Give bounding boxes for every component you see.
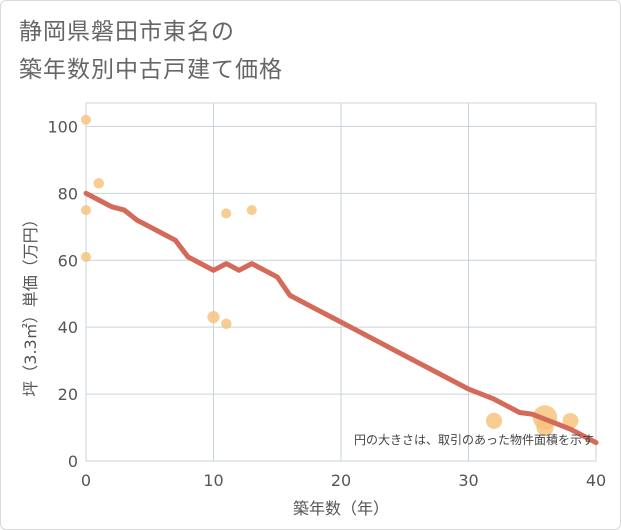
- bubble-point: [221, 318, 232, 330]
- y-tick-label: 20: [58, 385, 78, 404]
- x-tick-label: 0: [81, 471, 91, 490]
- x-tick-label: 20: [331, 471, 351, 490]
- grid-lines: [85, 103, 597, 462]
- chart-title-line-1: 静岡県磐田市東名の: [19, 19, 235, 45]
- x-tick-label: 40: [586, 471, 606, 490]
- bubble-point: [81, 114, 91, 125]
- y-tick-label: 80: [58, 184, 78, 203]
- x-tick-label: 30: [458, 471, 478, 490]
- bubble-point: [81, 251, 91, 262]
- trend-series: [83, 190, 599, 446]
- trend-line: [83, 190, 599, 446]
- y-tick-label: 0: [68, 452, 78, 471]
- y-tick-label: 100: [47, 117, 78, 136]
- y-tick-label: 60: [58, 251, 78, 270]
- bubble-point: [485, 412, 503, 429]
- bubble-point: [207, 311, 220, 324]
- x-axis-label: 築年数（年）: [293, 499, 389, 518]
- x-tick-label: 10: [203, 471, 223, 490]
- y-axis-label: 坪（3.3㎡）単価（万円）: [21, 211, 40, 396]
- bubble-point: [562, 412, 579, 429]
- size-note: 円の大きさは、取引のあった物件面積を示す: [354, 432, 594, 447]
- bubble-point: [221, 208, 232, 219]
- bubble-point: [246, 205, 257, 216]
- bubble-point: [81, 205, 91, 216]
- chart-title-line-2: 築年数別中古戸建て価格: [19, 57, 283, 83]
- axis-ticks: 0 20 40 60 80 100 0 10 20 30 40: [47, 117, 606, 490]
- chart-title: 静岡県磐田市東名の 築年数別中古戸建て価格: [19, 13, 283, 89]
- y-tick-label: 40: [58, 318, 78, 337]
- bubble-point: [93, 178, 104, 189]
